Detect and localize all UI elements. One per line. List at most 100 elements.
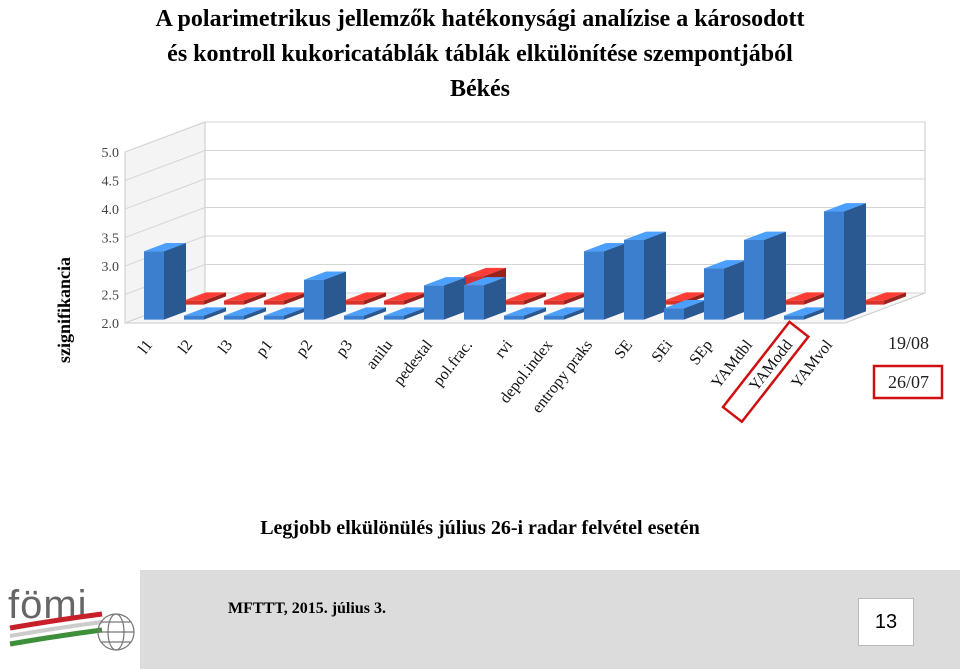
bar-26-07-l2 — [184, 307, 226, 320]
bar-26-07-pol.frac. — [464, 277, 506, 320]
bar-front — [784, 300, 804, 305]
bar-side — [244, 292, 266, 305]
y-tick-label: 3.0 — [102, 260, 120, 275]
slide-footer: fömi MFTTT, 2015. július 3. 13 — [0, 570, 960, 669]
bar-side — [724, 260, 746, 320]
bar-chart-3d: 2.02.53.03.54.04.55.0 l1 l2 l3 p1 p2 p3 anilup… — [54, 121, 944, 424]
bar-top — [864, 292, 906, 301]
bar-front — [624, 239, 644, 320]
bar-top — [264, 307, 306, 316]
bar-front — [224, 315, 244, 320]
bar-26-07-YAMvol — [824, 203, 866, 320]
bar-top — [624, 231, 666, 240]
y-tick-label: 4.0 — [102, 203, 120, 218]
category-label: l2 — [175, 337, 196, 357]
bar-front — [704, 268, 724, 320]
category-label: p1 — [253, 337, 276, 360]
bar-top — [784, 307, 826, 316]
bar-front — [264, 315, 284, 320]
chart-legend: 19/08 26/07 — [872, 333, 944, 400]
bar-front — [264, 300, 284, 305]
bar-top — [744, 231, 786, 240]
category-label: l3 — [215, 337, 236, 357]
bar-side — [284, 292, 306, 305]
bar-side — [564, 292, 586, 305]
bar-front — [544, 300, 564, 305]
bar-front — [664, 308, 684, 320]
bar-front — [304, 279, 324, 320]
legend-item-26-07: 26/07 — [888, 372, 929, 392]
bar-side — [644, 231, 666, 320]
bar-top — [824, 203, 866, 212]
bar-19-08-l2 — [224, 292, 266, 305]
bar-front — [584, 251, 604, 320]
gridline — [124, 207, 925, 238]
y-axis-ticks: 2.0 2.5 3.0 3.5 4.0 4.5 5.0 — [102, 146, 120, 332]
bar-side — [404, 307, 426, 320]
bar-26-07-SE — [624, 231, 666, 320]
bar-front — [344, 300, 364, 305]
bar-26-07-entropy praks — [584, 242, 626, 320]
title-line-3: Békés — [450, 76, 510, 102]
bar-26-07-pedestal — [424, 277, 466, 320]
bar-26-07-rvi — [504, 307, 546, 320]
bar-side — [204, 292, 226, 305]
bar-front — [664, 300, 684, 305]
bar-side — [844, 203, 866, 320]
bar-19-08-p3 — [384, 292, 426, 305]
category-label: pol.frac. — [430, 337, 476, 389]
y-tick-label: 2.5 — [102, 289, 120, 304]
bar-19-08-p2 — [344, 292, 386, 305]
bar-front — [504, 300, 524, 305]
bar-front — [184, 315, 204, 320]
bar-19-08-YAMvol — [864, 292, 906, 305]
bar-side — [364, 307, 386, 320]
bar-side — [204, 307, 226, 320]
bar-side — [804, 307, 826, 320]
bar-side — [284, 307, 306, 320]
bar-front — [544, 315, 564, 320]
bar-top — [384, 292, 426, 301]
bar-side — [564, 307, 586, 320]
bar-side — [484, 277, 506, 320]
bar-side — [764, 231, 786, 320]
category-label: p2 — [293, 337, 316, 360]
title-line-2: és kontroll kukoricatáblák táblák elkülö… — [167, 41, 793, 67]
category-label: pedestal — [390, 337, 436, 389]
bar-top — [464, 277, 506, 286]
category-label: anilu — [363, 337, 396, 373]
bar-front — [824, 211, 844, 320]
y-tick-label: 2.0 — [102, 317, 120, 332]
bar-side — [324, 271, 346, 320]
bar-19-08-rvi — [544, 292, 586, 305]
bar-top — [584, 242, 626, 252]
bar-side — [884, 292, 906, 305]
gridline — [124, 150, 925, 181]
bar-26-07-SEp — [704, 260, 746, 320]
bar-top — [344, 307, 386, 316]
bar-26-07-p1 — [264, 307, 306, 320]
footer-text: MFTTT, 2015. július 3. — [228, 600, 386, 617]
bar-26-07-p2 — [304, 271, 346, 320]
bar-top — [424, 277, 466, 286]
bar-top — [664, 292, 706, 301]
bar-26-07-depol.index — [544, 307, 586, 320]
gridline — [124, 121, 925, 153]
bar-front — [144, 251, 164, 320]
bar-top — [664, 299, 706, 309]
category-label: SEi — [649, 337, 677, 366]
gridline — [124, 178, 925, 210]
bar-side — [604, 242, 626, 320]
bar-side — [364, 292, 386, 305]
bar-19-08-l3 — [264, 292, 306, 305]
bar-19-08-pol.frac. — [504, 292, 546, 305]
chart-caption: Legjobb elkülönülés július 26-i radar fe… — [260, 517, 700, 539]
y-tick-label: 3.5 — [102, 232, 120, 247]
bar-top — [384, 307, 426, 316]
bar-26-07-YAMdbl — [744, 231, 786, 320]
bar-side — [524, 292, 546, 305]
bar-26-07-SEi — [664, 299, 706, 320]
bar-26-07-anilu — [384, 307, 426, 320]
bar-front — [224, 300, 244, 305]
